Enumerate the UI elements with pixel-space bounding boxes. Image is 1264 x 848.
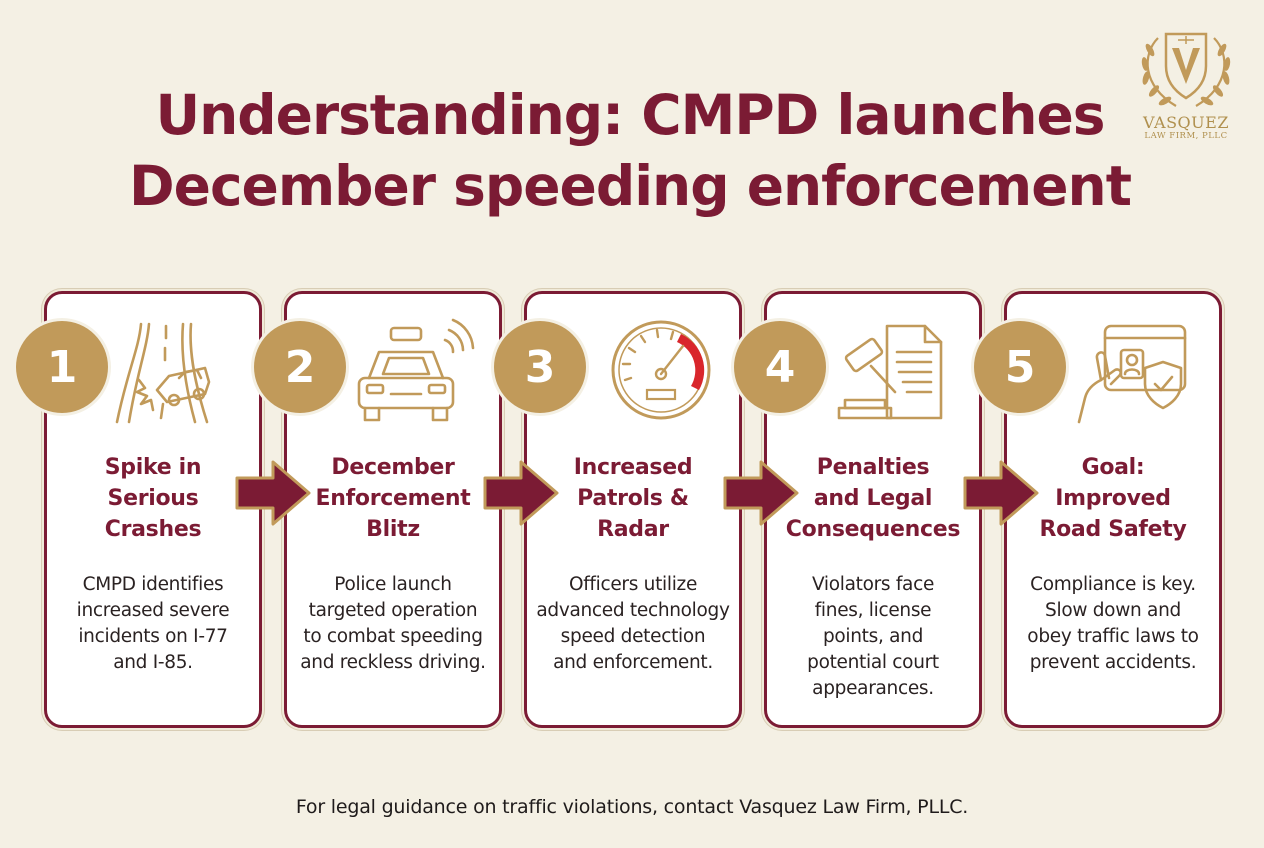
- step-card-1: Spike in Serious Crashes CMPD identifies…: [44, 291, 262, 728]
- firm-logo: VASQUEZ LAW FIRM, PLLC: [1133, 26, 1239, 150]
- desc-line: and I-85.: [113, 652, 193, 673]
- step-3-number-badge: 3: [494, 321, 586, 413]
- title-line-1: Understanding: CMPD launches: [155, 83, 1105, 147]
- desc-line: and enforcement.: [553, 652, 713, 673]
- step-2-title: December Enforcement Blitz: [289, 452, 497, 545]
- title-line: Crashes: [104, 517, 202, 542]
- desc-line: to combat speeding: [303, 626, 483, 647]
- step-3-title: Increased Patrols & Radar: [529, 452, 737, 545]
- title-line: Increased: [573, 455, 693, 480]
- speedometer-icon: [611, 320, 711, 420]
- page-title: Understanding: CMPD launches December sp…: [60, 80, 1200, 222]
- desc-line: potential court: [807, 652, 939, 673]
- desc-line: and reckless driving.: [300, 652, 486, 673]
- title-line: Serious: [107, 486, 199, 511]
- title-line: Radar: [597, 517, 669, 542]
- desc-line: speed detection: [560, 626, 706, 647]
- desc-line: appearances.: [812, 678, 934, 699]
- step-4-description: Violators face fines, license points, an…: [773, 572, 973, 702]
- title-line: Patrols &: [577, 486, 689, 511]
- step-4-title: Penalties and Legal Consequences: [769, 452, 977, 545]
- license-shield-icon: [1077, 324, 1187, 424]
- desc-line: advanced technology: [536, 600, 730, 621]
- arrow-right-icon: [723, 460, 799, 526]
- desc-line: Compliance is key.: [1030, 574, 1196, 595]
- step-5-description: Compliance is key. Slow down and obey tr…: [1013, 572, 1213, 676]
- step-2-number-badge: 2: [254, 321, 346, 413]
- title-line: Road Safety: [1039, 517, 1187, 542]
- step-3-description: Officers utilize advanced technology spe…: [533, 572, 733, 676]
- step-card-2: December Enforcement Blitz Police launch…: [284, 291, 502, 728]
- title-line: Consequences: [785, 517, 961, 542]
- laurel-shield-icon: [1141, 32, 1231, 107]
- step-4-number-badge: 4: [734, 321, 826, 413]
- step-2-description: Police launch targeted operation to comb…: [293, 572, 493, 676]
- title-line: Goal:: [1081, 455, 1145, 480]
- desc-line: prevent accidents.: [1029, 652, 1197, 673]
- desc-line: targeted operation: [308, 600, 478, 621]
- step-card-5: Goal: Improved Road Safety Compliance is…: [1004, 291, 1222, 728]
- step-1-title: Spike in Serious Crashes: [49, 452, 257, 545]
- desc-line: points, and: [822, 626, 924, 647]
- title-line: Penalties: [816, 455, 930, 480]
- logo-name: VASQUEZ: [1143, 113, 1229, 132]
- desc-line: Police launch: [334, 574, 452, 595]
- step-1-description: CMPD identifies increased severe inciden…: [53, 572, 253, 676]
- desc-line: Violators face: [811, 574, 935, 595]
- desc-line: increased severe: [76, 600, 230, 621]
- desc-line: CMPD identifies: [82, 574, 224, 595]
- step-1-number-badge: 1: [16, 321, 108, 413]
- title-line: Spike in: [104, 455, 202, 480]
- title-line: Improved: [1055, 486, 1171, 511]
- desc-line: incidents on I-77: [78, 626, 228, 647]
- desc-line: fines, license: [814, 600, 932, 621]
- title-line-2: December speeding enforcement: [129, 154, 1132, 218]
- step-5-title: Goal: Improved Road Safety: [1009, 452, 1217, 545]
- footer-note: For legal guidance on traffic violations…: [295, 796, 969, 818]
- desc-line: Slow down and: [1045, 600, 1181, 621]
- gavel-document-icon: [837, 324, 943, 420]
- logo-subtitle: LAW FIRM, PLLC: [1144, 131, 1228, 141]
- title-line: and Legal: [813, 486, 933, 511]
- desc-line: Officers utilize: [568, 574, 698, 595]
- arrow-right-icon: [963, 460, 1039, 526]
- police-car-icon: [357, 318, 475, 422]
- desc-line: obey traffic laws to: [1027, 626, 1199, 647]
- title-line: Enforcement: [315, 486, 471, 511]
- arrow-right-icon: [483, 460, 559, 526]
- arrow-right-icon: [235, 460, 311, 526]
- crash-icon: [115, 322, 211, 424]
- title-line: December: [331, 455, 455, 480]
- title-line: Blitz: [366, 517, 420, 542]
- step-5-number-badge: 5: [974, 321, 1066, 413]
